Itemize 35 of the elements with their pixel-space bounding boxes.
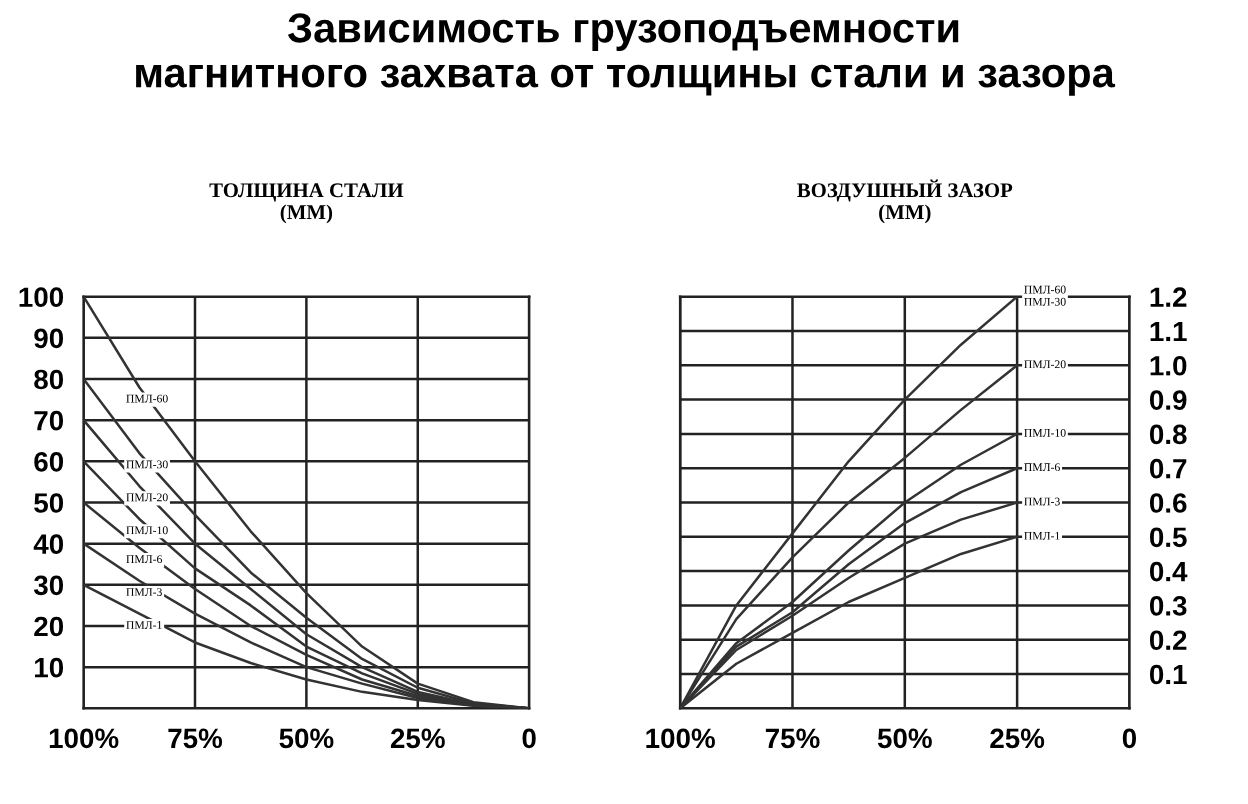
y-tick-label: 40 xyxy=(33,534,64,554)
x-tick-label: 75% xyxy=(765,728,820,749)
y-tick-label: 0.5 xyxy=(1149,527,1187,548)
y-tick-label: 1.2 xyxy=(1150,287,1187,307)
y-tick-label: 0.9 xyxy=(1149,390,1187,410)
y-tick-label: 0.1 xyxy=(1149,664,1187,685)
x-tick-label: 25% xyxy=(390,728,445,749)
y-tick-label: 0.4 xyxy=(1149,561,1188,582)
x-tick-label: 0 xyxy=(522,728,536,749)
y-tick-label: 0.3 xyxy=(1149,596,1187,616)
x-tick-label: 50% xyxy=(877,728,932,749)
y-tick-label: 100 xyxy=(19,287,64,308)
x-tick-label: 100% xyxy=(646,728,715,749)
y-tick-label: 0.2 xyxy=(1149,630,1187,651)
y-tick-label: 1.0 xyxy=(1150,355,1187,376)
y-tick-label: 0.8 xyxy=(1149,424,1187,445)
x-tick-label: 50% xyxy=(279,728,334,749)
y-axis-title: ТОЛЩИНА СТАЛИ (ММ) xyxy=(209,183,404,224)
y-tick-label: 0.6 xyxy=(1149,493,1187,513)
y-tick-label: 0.7 xyxy=(1149,458,1187,479)
x-tick-label: 75% xyxy=(168,728,223,749)
y-tick-label: 20 xyxy=(34,616,64,637)
y-tick-label: 1.1 xyxy=(1150,321,1187,342)
text: Зависимость грузоподъемности магнитного захвата от толщины стали и зазора xyxy=(136,13,1116,96)
y-tick-label: 50 xyxy=(34,493,64,513)
y-tick-label: 60 xyxy=(34,452,64,472)
y-tick-label: 10 xyxy=(35,657,64,678)
y-tick-label: 70 xyxy=(34,410,64,431)
y-tick-label: 30 xyxy=(33,575,64,596)
x-tick-label: 0 xyxy=(1122,728,1137,749)
y-tick-label: 90 xyxy=(34,328,64,349)
x-tick-label: 100% xyxy=(49,728,119,749)
x-tick-label: 25% xyxy=(990,728,1045,749)
y-tick-label: 80 xyxy=(34,369,64,390)
y-axis-title: ВОЗДУШНЫЙ ЗАЗОР (ММ) xyxy=(797,179,1013,224)
